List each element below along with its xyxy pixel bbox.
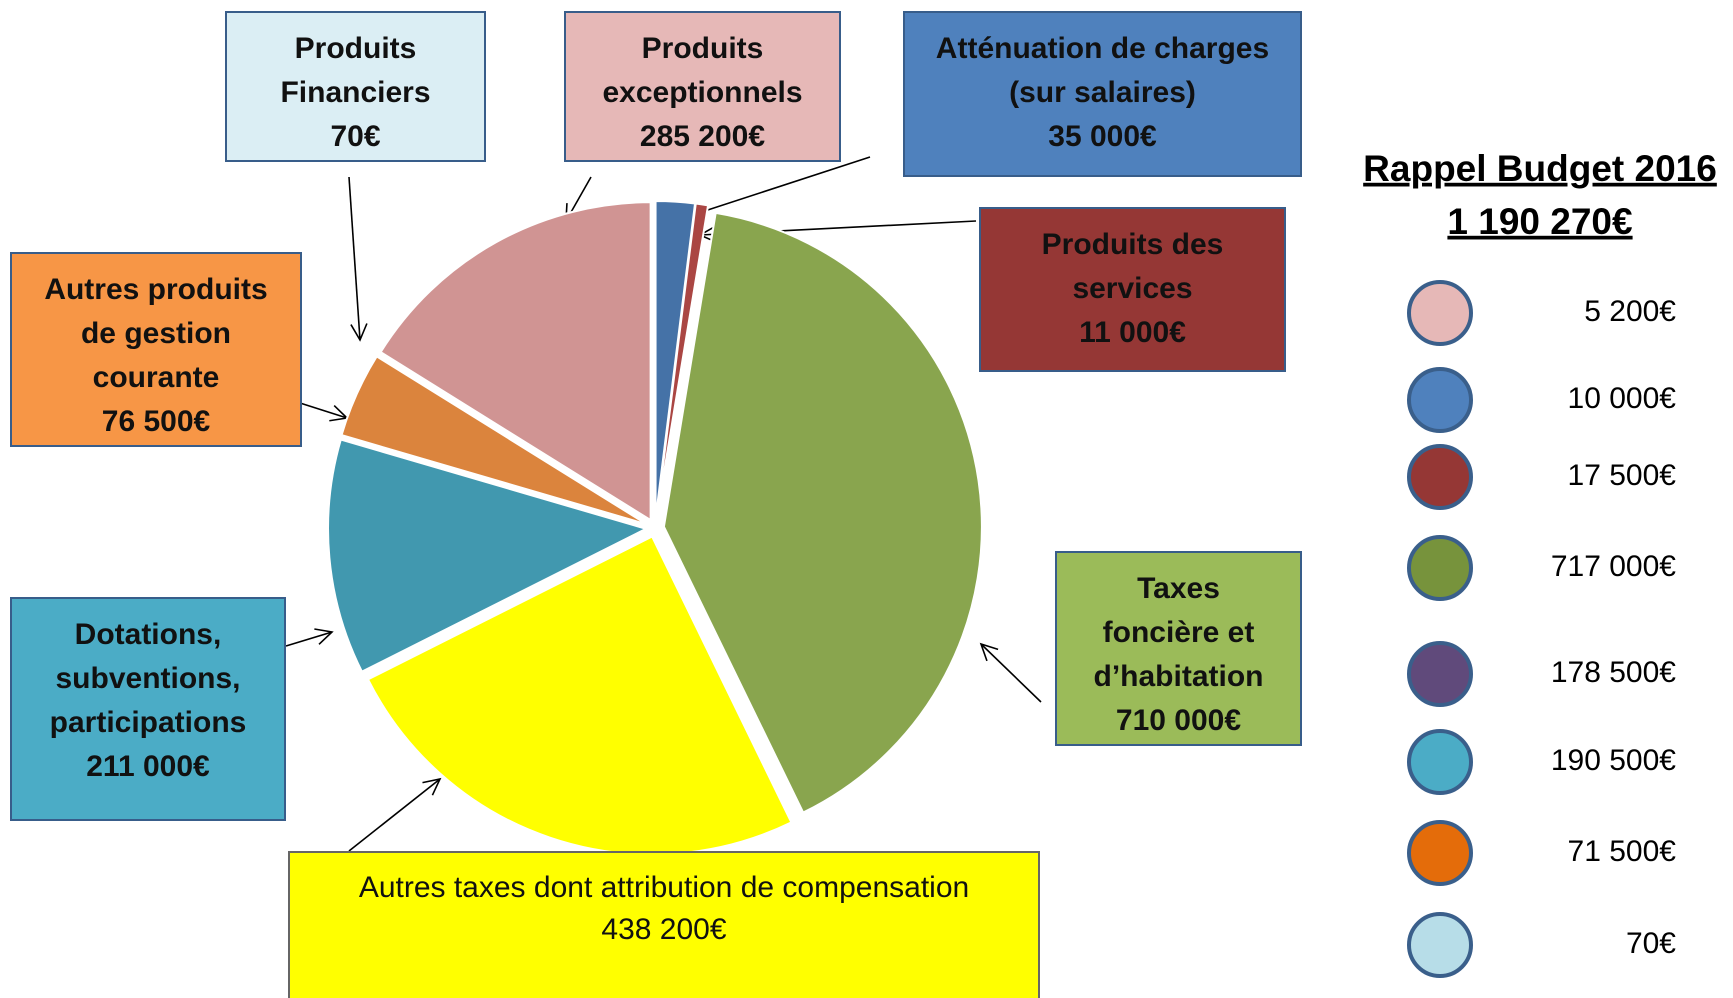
callout-name: Dotations, subventions, participations: [49, 618, 247, 739]
callout-box: Dotations, subventions, participations 21…: [10, 597, 286, 821]
pie-slice: [379, 201, 652, 522]
legend-value: 17 500€: [1568, 459, 1677, 492]
callout-box: Autres produits de gestion courante 76 50…: [10, 252, 302, 447]
callout-value: 211 000€: [86, 750, 210, 783]
legend-title: Rappel Budget 2016: [1363, 148, 1717, 189]
pie-slice: [662, 211, 983, 814]
pie: [327, 200, 983, 856]
legend-marker: [1407, 820, 1473, 886]
pie-slice: [375, 353, 648, 525]
legend-value: 190 500€: [1551, 744, 1676, 777]
callout-name: Atténuation de charges (sur salaires): [935, 32, 1270, 109]
callout-name: Autres taxes dont attribution de compens…: [358, 871, 970, 904]
callout-name: Produits exceptionnels: [602, 32, 803, 109]
legend-value: 10 000€: [1568, 382, 1677, 415]
legend-value: 178 500€: [1551, 656, 1676, 689]
callout-value: 70€: [330, 120, 381, 153]
legend-value: 70€: [1626, 927, 1676, 960]
callout-box: Produits des services 11 000€: [979, 207, 1286, 372]
callout-box: Autres taxes dont attribution de compens…: [288, 851, 1040, 998]
legend-marker: [1407, 535, 1473, 601]
callout-value: 710 000€: [1115, 704, 1242, 737]
callout-name: Autres produits de gestion courante: [44, 273, 268, 394]
callout-box: Produits exceptionnels 285 200€: [564, 11, 841, 162]
legend-marker: [1407, 280, 1473, 346]
callout-value: 285 200€: [639, 120, 766, 153]
callout-value: 35 000€: [1048, 120, 1157, 153]
callout-name: Produits des services: [1041, 228, 1224, 305]
legend-value: 717 000€: [1551, 550, 1676, 583]
callout-value: 438 200€: [601, 913, 727, 946]
legend-marker: [1407, 729, 1473, 795]
callout-name: Produits Financiers: [280, 32, 431, 109]
legend-value: 71 500€: [1568, 835, 1677, 868]
pie-slice: [327, 438, 649, 674]
legend-total: 1 190 270€: [1447, 201, 1632, 242]
callout-box: Produits Financiers 70€: [225, 11, 486, 162]
callout-name: Taxes foncière et d’habitation: [1093, 572, 1264, 693]
pie-slice: [366, 535, 793, 856]
pie-slice: [340, 355, 648, 526]
callout-box: Atténuation de charges (sur salaires) 35 …: [903, 11, 1302, 177]
callout-value: 76 500€: [101, 405, 211, 438]
callout-value: 11 000€: [1079, 316, 1186, 349]
legend-marker: [1407, 912, 1473, 978]
callout-box: Taxes foncière et d’habitation 710 000€: [1055, 551, 1302, 746]
legend-marker: [1407, 367, 1473, 433]
legend-marker: [1407, 444, 1473, 510]
legend: 5 200€ 10 000€ 17 500€ 717 000€ 178 500€ 190 …: [1407, 280, 1677, 978]
legend-value: 5 200€: [1584, 295, 1676, 328]
pie-slice: [655, 202, 710, 520]
legend-marker: [1407, 641, 1473, 707]
